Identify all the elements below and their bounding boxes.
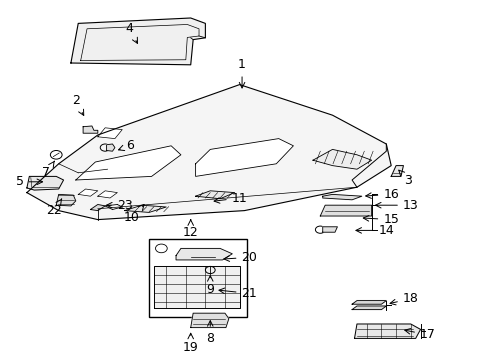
Polygon shape <box>124 205 166 212</box>
Polygon shape <box>78 189 98 196</box>
Polygon shape <box>83 126 98 133</box>
Text: 11: 11 <box>214 192 247 204</box>
Polygon shape <box>98 128 122 139</box>
Text: 23: 23 <box>106 199 132 212</box>
Polygon shape <box>176 248 232 260</box>
Polygon shape <box>322 194 361 200</box>
Text: 17: 17 <box>404 328 435 341</box>
Text: 4: 4 <box>125 22 137 44</box>
Text: 2: 2 <box>72 94 83 116</box>
Text: 3: 3 <box>398 170 411 186</box>
Polygon shape <box>27 85 390 220</box>
Polygon shape <box>154 266 239 308</box>
Polygon shape <box>71 18 205 65</box>
Bar <box>149 239 246 317</box>
Text: 1: 1 <box>238 58 245 88</box>
Polygon shape <box>351 301 386 304</box>
Text: 22: 22 <box>46 199 61 217</box>
Text: 21: 21 <box>219 287 257 300</box>
Text: 13: 13 <box>375 199 418 212</box>
Polygon shape <box>90 204 105 211</box>
Text: 20: 20 <box>224 251 257 264</box>
Polygon shape <box>312 149 371 169</box>
Polygon shape <box>56 194 76 206</box>
Polygon shape <box>27 176 63 190</box>
Text: 10: 10 <box>124 204 144 224</box>
Polygon shape <box>195 139 293 176</box>
Polygon shape <box>351 306 386 310</box>
Polygon shape <box>76 146 181 180</box>
Polygon shape <box>98 191 117 198</box>
Text: 8: 8 <box>206 321 214 345</box>
Text: 7: 7 <box>42 161 54 179</box>
Text: 14: 14 <box>355 224 393 237</box>
Circle shape <box>50 150 62 159</box>
Polygon shape <box>354 324 420 338</box>
Text: 9: 9 <box>206 276 214 296</box>
Polygon shape <box>322 227 337 232</box>
Polygon shape <box>320 205 371 216</box>
Text: 15: 15 <box>363 213 398 226</box>
Polygon shape <box>106 144 115 151</box>
Text: 18: 18 <box>389 292 418 305</box>
Text: 16: 16 <box>365 188 398 201</box>
Text: 5: 5 <box>16 175 42 188</box>
Polygon shape <box>390 166 403 176</box>
Polygon shape <box>195 191 234 199</box>
Text: 19: 19 <box>183 333 198 354</box>
Polygon shape <box>190 313 228 328</box>
Text: 12: 12 <box>183 220 198 239</box>
Text: 6: 6 <box>118 139 133 152</box>
